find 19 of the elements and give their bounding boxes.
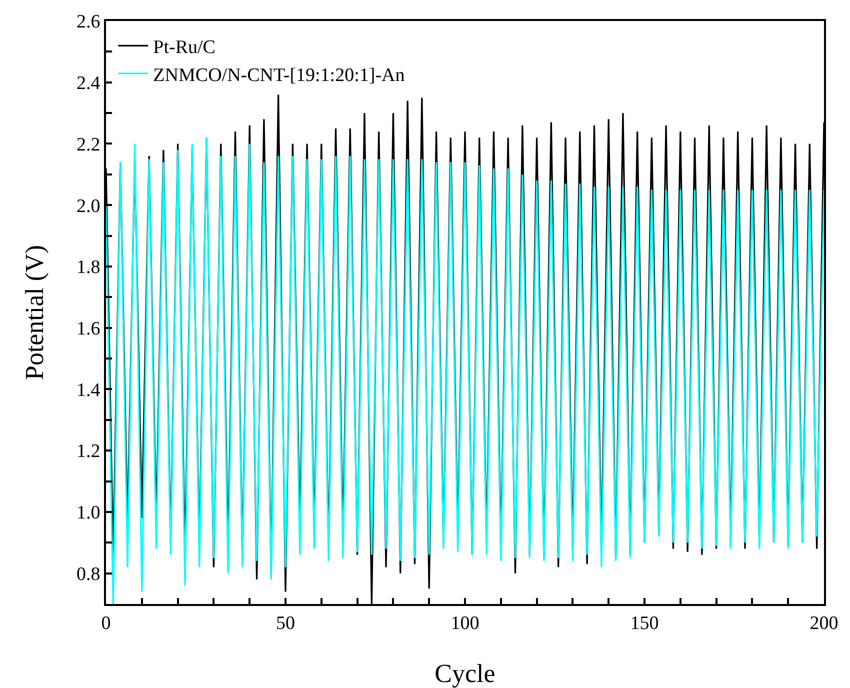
- x-axis-title: Cycle: [434, 659, 496, 688]
- y-tick-label: 1.2: [76, 441, 100, 462]
- y-tick-label: 1.4: [76, 380, 101, 401]
- x-tick-label: 50: [276, 612, 295, 634]
- y-tick-label: 1.6: [76, 318, 100, 340]
- y-tick-label: 1.8: [76, 257, 100, 278]
- y-axis-title: Potential (V): [20, 244, 49, 380]
- x-tick-label: 0: [101, 612, 111, 634]
- legend-label: Pt-Ru/C: [153, 37, 216, 58]
- y-tick-label: 2.2: [76, 134, 100, 156]
- x-tick-label: 150: [630, 612, 659, 634]
- y-tick-label: 0.8: [76, 564, 100, 585]
- x-tick-label: 200: [810, 612, 838, 634]
- x-tick-label: 100: [450, 612, 480, 634]
- y-tick-label: 2.4: [76, 73, 101, 94]
- y-tick-label: 1.0: [76, 502, 100, 524]
- y-tick-label: 2.0: [76, 196, 100, 217]
- legend-label: ZNMCO/N-CNT-[19:1:20:1]-An: [153, 64, 406, 86]
- y-tick-label: 2.6: [76, 12, 100, 33]
